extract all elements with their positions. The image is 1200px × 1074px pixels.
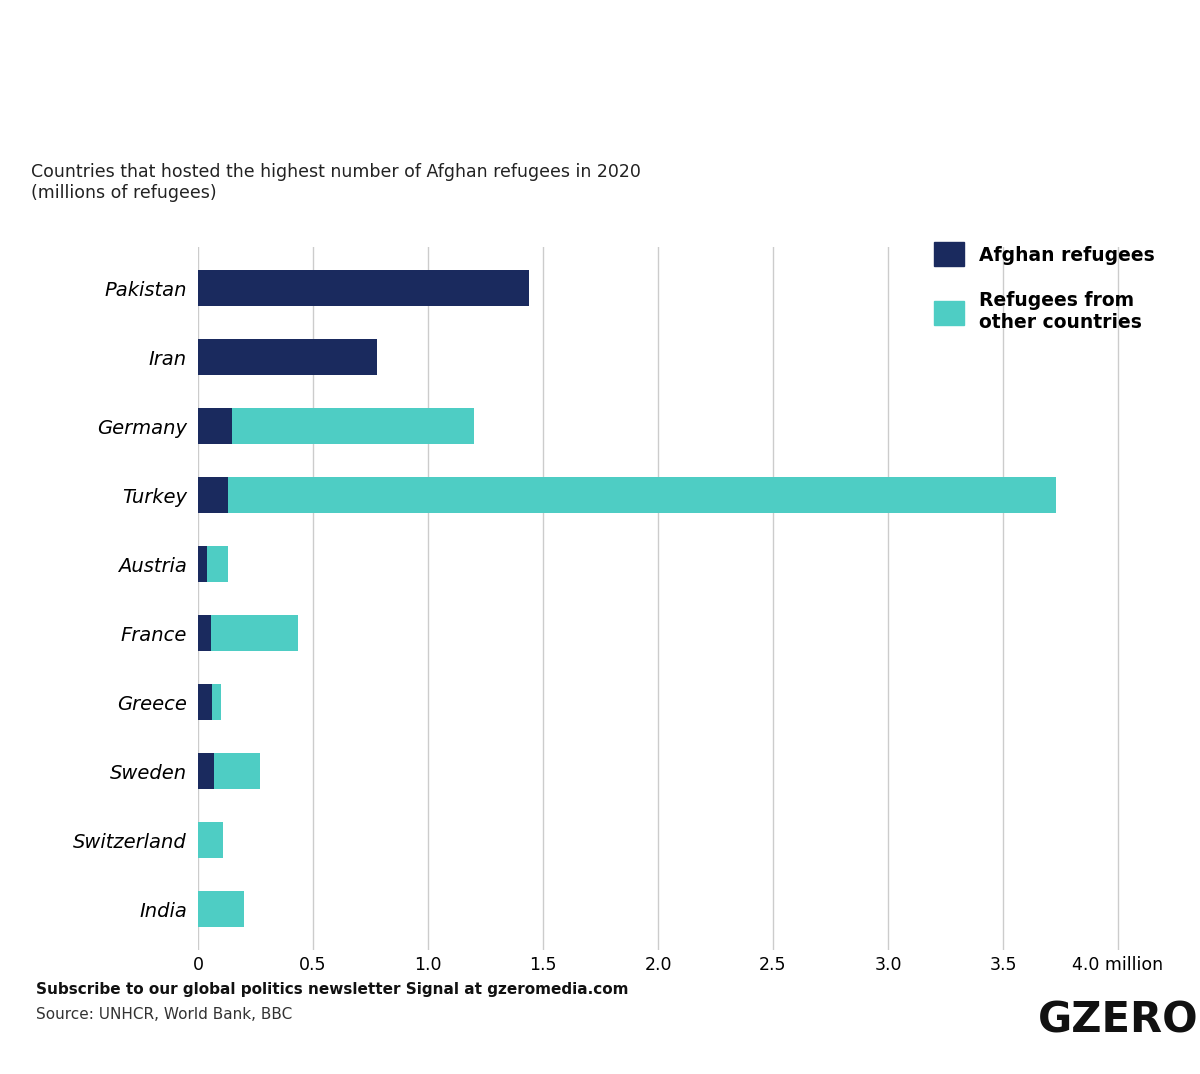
Bar xyxy=(214,753,260,789)
Bar xyxy=(198,823,223,858)
Bar xyxy=(198,408,232,445)
Bar xyxy=(212,684,221,721)
Bar xyxy=(232,408,474,445)
Text: GZERO: GZERO xyxy=(1038,1000,1199,1042)
Bar xyxy=(228,477,1056,513)
Text: Subscribe to our global politics newsletter Signal at gzeromedia.com: Subscribe to our global politics newslet… xyxy=(36,982,629,997)
Legend: Afghan refugees, Refugees from
other countries: Afghan refugees, Refugees from other cou… xyxy=(934,243,1154,332)
Bar xyxy=(208,547,228,582)
Bar xyxy=(198,339,377,375)
Bar xyxy=(198,547,208,582)
Bar xyxy=(198,615,211,651)
Bar xyxy=(211,615,298,651)
Bar xyxy=(198,477,228,513)
Bar xyxy=(198,684,212,721)
Text: Who hosts the most Afghan refugees?: Who hosts the most Afghan refugees? xyxy=(30,47,1200,101)
Text: Countries that hosted the highest number of Afghan refugees in 2020
(millions of: Countries that hosted the highest number… xyxy=(31,163,641,202)
Bar xyxy=(198,271,529,306)
Text: Source: UNHCR, World Bank, BBC: Source: UNHCR, World Bank, BBC xyxy=(36,1007,293,1022)
Bar xyxy=(198,753,214,789)
Bar xyxy=(198,891,244,927)
